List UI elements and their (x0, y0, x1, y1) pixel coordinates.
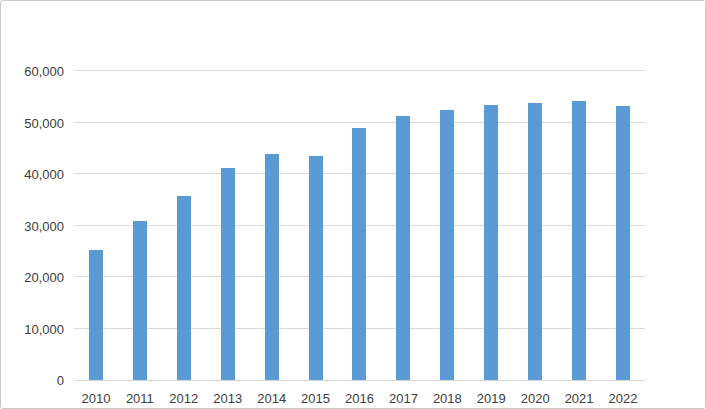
chart-image: 0 10,000 20,000 30,000 40,000 50,000 60,000 20… (0, 0, 706, 409)
bar-2017 (396, 116, 410, 380)
bar-slot-2014 (250, 71, 294, 380)
bar-2018 (440, 110, 454, 380)
x-tick-label-2011: 2011 (118, 391, 162, 406)
y-tick-label: 50,000 (24, 115, 64, 130)
y-axis-labels: 010,00020,00030,00040,00050,00060,000 (1, 71, 64, 380)
x-tick-label-2014: 2014 (250, 391, 294, 406)
bar-2021 (572, 101, 586, 380)
y-tick-label: 30,000 (24, 218, 64, 233)
bar-2015 (309, 156, 323, 380)
x-tick-label-2012: 2012 (162, 391, 206, 406)
bar-2022 (616, 106, 630, 380)
bar-2014 (265, 154, 279, 380)
y-tick-label: 20,000 (24, 270, 64, 285)
x-tick-label-2021: 2021 (557, 391, 601, 406)
bar-series (74, 71, 645, 380)
bar-2010 (89, 250, 103, 380)
x-tick-label-2022: 2022 (601, 391, 645, 406)
bar-slot-2018 (425, 71, 469, 380)
x-tick-label-2017: 2017 (381, 391, 425, 406)
bar-slot-2015 (294, 71, 338, 380)
bar-2011 (133, 221, 147, 380)
y-tick-label: 10,000 (24, 321, 64, 336)
bar-2020 (528, 103, 542, 380)
x-tick-label-2020: 2020 (513, 391, 557, 406)
y-tick-label: 0 (57, 373, 64, 388)
bar-2012 (177, 196, 191, 380)
bar-slot-2016 (338, 71, 382, 380)
x-tick-label-2019: 2019 (469, 391, 513, 406)
bar-slot-2012 (162, 71, 206, 380)
bar-slot-2011 (118, 71, 162, 380)
y-tick-label: 60,000 (24, 64, 64, 79)
x-tick-label-2010: 2010 (74, 391, 118, 406)
x-tick-label-2015: 2015 (294, 391, 338, 406)
bar-slot-2017 (381, 71, 425, 380)
bar-2019 (484, 105, 498, 380)
x-axis-labels: 2010201120122013201420152016201720182019… (74, 391, 645, 406)
x-tick-label-2016: 2016 (338, 391, 382, 406)
bar-slot-2022 (601, 71, 645, 380)
bar-slot-2020 (513, 71, 557, 380)
x-tick-label-2013: 2013 (206, 391, 250, 406)
bar-slot-2021 (557, 71, 601, 380)
bar-2016 (352, 128, 366, 380)
bar-slot-2010 (74, 71, 118, 380)
bar-slot-2019 (469, 71, 513, 380)
bar-slot-2013 (206, 71, 250, 380)
y-tick-label: 40,000 (24, 167, 64, 182)
bar-2013 (221, 168, 235, 380)
x-tick-label-2018: 2018 (425, 391, 469, 406)
plot-area (74, 71, 645, 381)
